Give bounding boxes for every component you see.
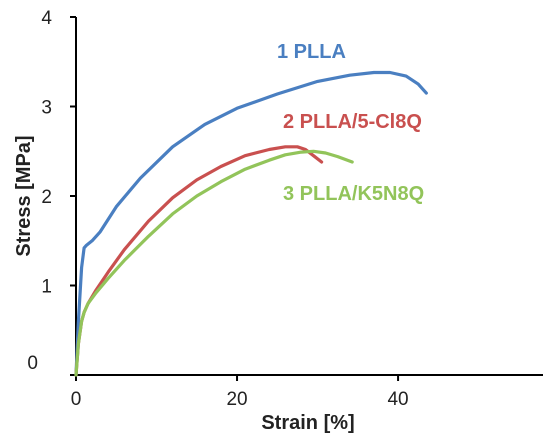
y-tick-label: 1 — [41, 277, 52, 298]
series-label-2: 2 PLLA/5-Cl8Q — [283, 111, 422, 133]
series-labels: 1 PLLA 2 PLLA/5-Cl8Q 3 PLLA/K5N8Q — [277, 41, 424, 205]
y-tick-label: 0 — [27, 353, 38, 374]
y-tick-label: 2 — [41, 187, 52, 208]
series-line-3 — [74, 149, 354, 377]
x-tick-label: 40 — [387, 389, 408, 410]
series-line-2 — [74, 145, 324, 377]
y-axis-title: Stress [MPa] — [13, 135, 35, 256]
series-line-1 — [74, 70, 428, 377]
x-tick-label: 0 — [71, 389, 82, 410]
series-label-3: 3 PLLA/K5N8Q — [283, 183, 424, 205]
x-tick-label: 20 — [226, 389, 247, 410]
series-lines — [74, 70, 428, 377]
y-tick-label: 4 — [41, 8, 52, 29]
x-axis-title: Strain [%] — [261, 412, 354, 434]
y-tick-label: 3 — [41, 98, 52, 119]
series-label-1: 1 PLLA — [277, 41, 346, 63]
